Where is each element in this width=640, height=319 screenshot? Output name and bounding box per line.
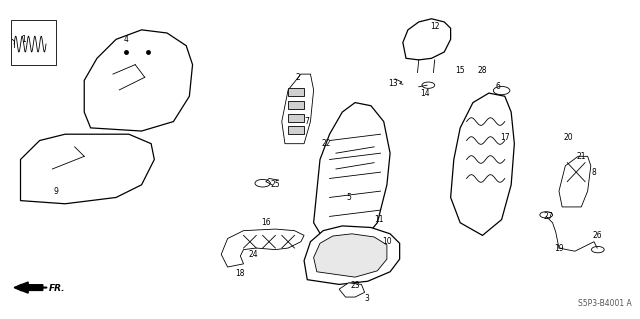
Bar [288,114,304,122]
Text: FR.: FR. [49,284,66,293]
Text: 26: 26 [593,231,602,240]
Text: 23: 23 [350,281,360,291]
Text: 19: 19 [554,243,564,253]
Polygon shape [559,156,591,207]
Text: 25: 25 [271,180,280,189]
Text: 7: 7 [305,117,310,126]
Text: 6: 6 [496,82,501,91]
Text: 8: 8 [591,168,596,177]
Text: 18: 18 [236,269,245,278]
Text: 24: 24 [248,250,258,259]
Text: 3: 3 [364,294,369,303]
Text: 12: 12 [430,22,440,31]
Text: 13: 13 [388,79,398,88]
Text: 4: 4 [124,35,128,44]
Polygon shape [84,30,193,131]
Text: 21: 21 [577,152,586,161]
Circle shape [422,82,435,88]
Polygon shape [314,103,390,248]
Text: 2: 2 [295,73,300,82]
Polygon shape [282,74,314,144]
Text: 20: 20 [564,133,573,142]
Text: 11: 11 [374,215,384,224]
Bar [288,101,304,109]
Text: 27: 27 [543,212,553,221]
Text: 22: 22 [322,139,331,148]
Polygon shape [304,226,399,285]
Text: 16: 16 [261,218,271,227]
Polygon shape [20,134,154,204]
Bar [11,20,56,65]
Text: 28: 28 [477,66,487,76]
Polygon shape [221,229,304,267]
Text: 5: 5 [346,193,351,202]
Circle shape [255,179,270,187]
Polygon shape [403,19,451,60]
Text: 9: 9 [53,187,58,196]
Circle shape [540,212,552,218]
Text: 14: 14 [420,89,430,98]
Bar [288,88,304,96]
FancyArrow shape [14,282,43,293]
Circle shape [493,86,510,95]
Text: 17: 17 [500,133,509,142]
Polygon shape [314,234,387,277]
Text: 1: 1 [21,35,26,44]
Polygon shape [451,93,515,235]
Bar [288,126,304,134]
Text: 15: 15 [456,66,465,76]
Text: 10: 10 [382,237,392,246]
Text: S5P3-B4001 A: S5P3-B4001 A [579,299,632,308]
Circle shape [591,247,604,253]
Polygon shape [339,283,365,297]
